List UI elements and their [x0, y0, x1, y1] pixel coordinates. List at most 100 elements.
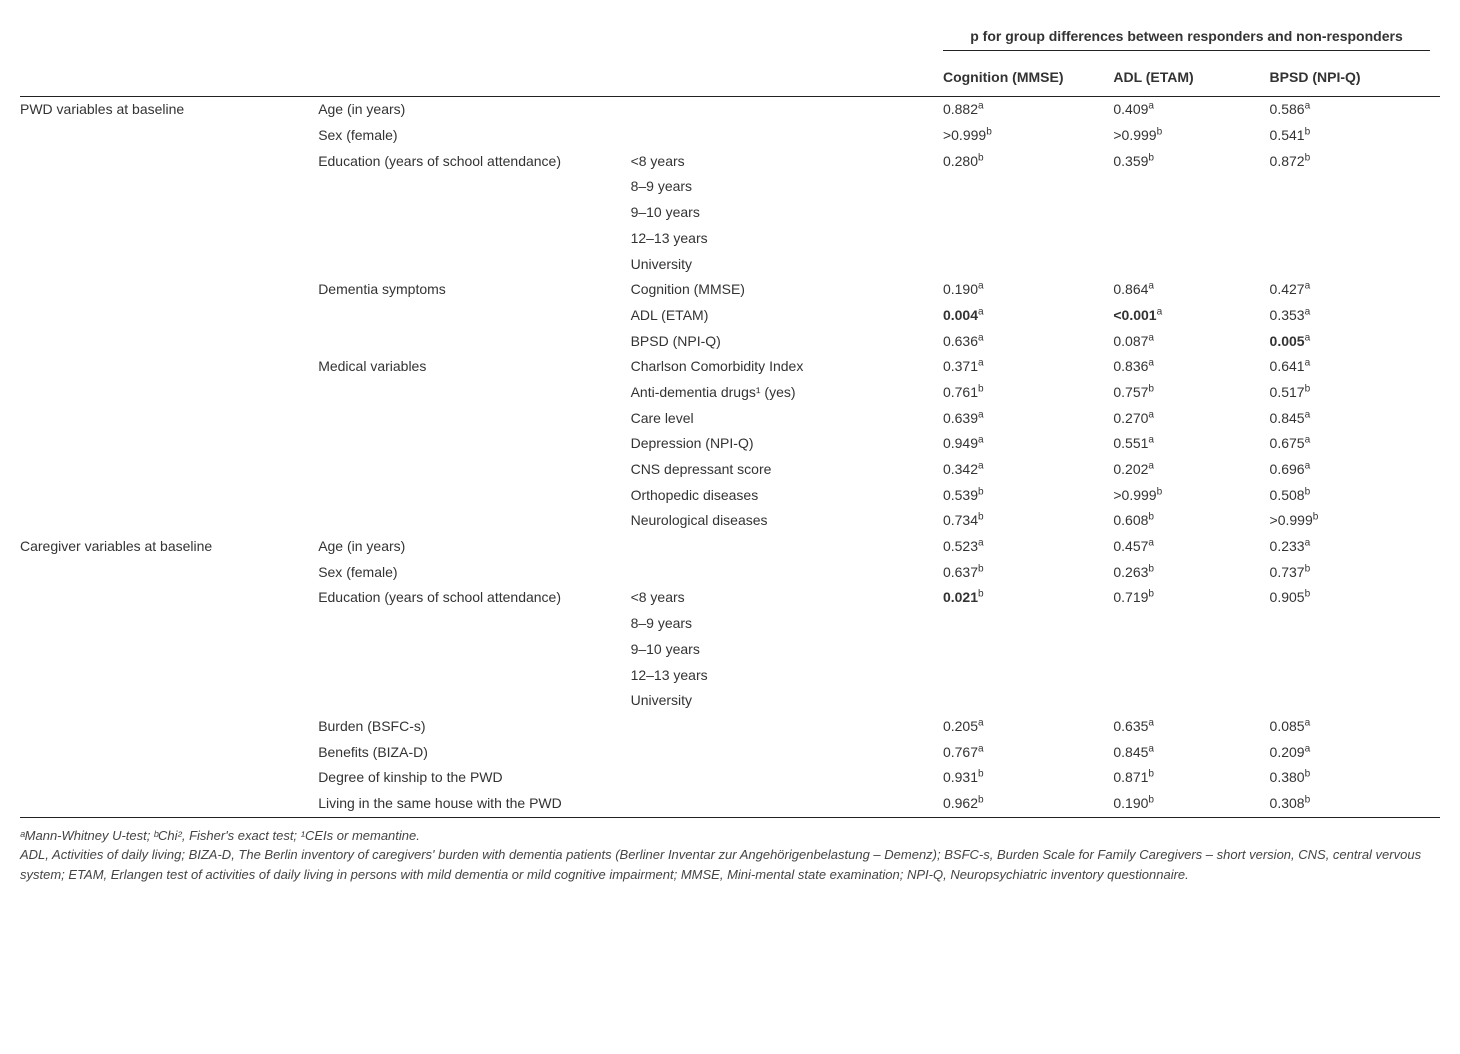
footnote-line: ᵃMann-Whitney U-test; ᵇChi², Fisher's ex… [20, 826, 1440, 846]
variable-cell: Degree of kinship to the PWD [318, 765, 630, 791]
variable-cell [318, 663, 630, 689]
table-row: Care level0.639a0.270a0.845a [20, 406, 1440, 432]
subcategory-cell [631, 765, 943, 791]
variable-cell [318, 252, 630, 278]
variable-cell [318, 303, 630, 329]
subcategory-cell: ADL (ETAM) [631, 303, 943, 329]
value-cell [1113, 663, 1269, 689]
value-cell [1113, 174, 1269, 200]
variable-cell [318, 457, 630, 483]
value-cell: 0.931b [943, 765, 1113, 791]
value-cell [1113, 200, 1269, 226]
value-cell: 0.308b [1270, 791, 1440, 817]
value-cell: 0.761b [943, 380, 1113, 406]
value-cell: 0.641a [1270, 354, 1440, 380]
section-label-cell [20, 380, 318, 406]
variable-cell: Sex (female) [318, 123, 630, 149]
table-row: 12–13 years [20, 663, 1440, 689]
spanner-rule [943, 50, 1430, 51]
section-label-cell [20, 406, 318, 432]
value-cell: 0.639a [943, 406, 1113, 432]
value-cell: 0.380b [1270, 765, 1440, 791]
value-cell: 0.636a [943, 329, 1113, 355]
subcategory-cell [631, 534, 943, 560]
value-cell: 0.734b [943, 508, 1113, 534]
value-cell: >0.999b [1113, 123, 1269, 149]
value-cell: 0.767a [943, 740, 1113, 766]
table-row: Education (years of school attendance)<8… [20, 585, 1440, 611]
value-cell [943, 611, 1113, 637]
subcategory-cell: 12–13 years [631, 226, 943, 252]
section-label-cell [20, 149, 318, 175]
table-row: Sex (female)0.637b0.263b0.737b [20, 560, 1440, 586]
value-cell: 0.190a [943, 277, 1113, 303]
header-spanner: p for group differences between responde… [943, 24, 1440, 59]
table-row: Benefits (BIZA-D)0.767a0.845a0.209a [20, 740, 1440, 766]
value-cell: 0.457a [1113, 534, 1269, 560]
value-cell: 0.737b [1270, 560, 1440, 586]
col-header-cognition: Cognition (MMSE) [943, 59, 1113, 97]
value-cell: 0.637b [943, 560, 1113, 586]
variable-cell [318, 483, 630, 509]
value-cell: >0.999b [1270, 508, 1440, 534]
value-cell: 0.539b [943, 483, 1113, 509]
subcategory-cell: Orthopedic diseases [631, 483, 943, 509]
variable-cell [318, 380, 630, 406]
value-cell: 0.359b [1113, 149, 1269, 175]
value-cell: 0.962b [943, 791, 1113, 817]
subcategory-cell: CNS depressant score [631, 457, 943, 483]
subcategory-cell [631, 791, 943, 817]
value-cell: 0.675a [1270, 431, 1440, 457]
table-row: Anti-dementia drugs¹ (yes)0.761b0.757b0.… [20, 380, 1440, 406]
variable-cell: Medical variables [318, 354, 630, 380]
subcategory-cell [631, 740, 943, 766]
value-cell: 0.949a [943, 431, 1113, 457]
value-cell: 0.872b [1270, 149, 1440, 175]
value-cell: 0.087a [1113, 329, 1269, 355]
table-row: 8–9 years [20, 611, 1440, 637]
variable-cell: Education (years of school attendance) [318, 149, 630, 175]
value-cell [943, 174, 1113, 200]
value-cell [943, 226, 1113, 252]
table-row: Medical variablesCharlson Comorbidity In… [20, 354, 1440, 380]
value-cell [1270, 688, 1440, 714]
value-cell: 0.882a [943, 97, 1113, 123]
table-row: 9–10 years [20, 637, 1440, 663]
statistics-table-wrap: p for group differences between responde… [20, 24, 1440, 884]
section-label-cell [20, 174, 318, 200]
variable-cell: Living in the same house with the PWD [318, 791, 630, 817]
value-cell: 0.635a [1113, 714, 1269, 740]
table-row: Dementia symptomsCognition (MMSE)0.190a0… [20, 277, 1440, 303]
variable-cell [318, 431, 630, 457]
table-row: Degree of kinship to the PWD0.931b0.871b… [20, 765, 1440, 791]
section-label-cell [20, 200, 318, 226]
variable-cell [318, 226, 630, 252]
table-body: PWD variables at baselineAge (in years)0… [20, 97, 1440, 817]
value-cell: 0.845a [1113, 740, 1269, 766]
value-cell [943, 663, 1113, 689]
value-cell: 0.004a [943, 303, 1113, 329]
table-row: University [20, 688, 1440, 714]
col-header-adl: ADL (ETAM) [1113, 59, 1269, 97]
value-cell: 0.508b [1270, 483, 1440, 509]
subcategory-cell: University [631, 252, 943, 278]
table-row: CNS depressant score0.342a0.202a0.696a [20, 457, 1440, 483]
section-label-cell [20, 611, 318, 637]
section-label-cell [20, 585, 318, 611]
variable-cell [318, 611, 630, 637]
variable-cell [318, 406, 630, 432]
table-footnotes: ᵃMann-Whitney U-test; ᵇChi², Fisher's ex… [20, 826, 1440, 885]
section-label-cell [20, 560, 318, 586]
variable-cell: Education (years of school attendance) [318, 585, 630, 611]
table-row: BPSD (NPI-Q)0.636a0.087a0.005a [20, 329, 1440, 355]
subcategory-cell: Cognition (MMSE) [631, 277, 943, 303]
subcategory-cell: 8–9 years [631, 174, 943, 200]
variable-cell [318, 508, 630, 534]
value-cell: 0.353a [1270, 303, 1440, 329]
section-label-cell [20, 252, 318, 278]
table-row: Neurological diseases0.734b0.608b>0.999b [20, 508, 1440, 534]
section-label-cell [20, 637, 318, 663]
value-cell: >0.999b [1113, 483, 1269, 509]
section-label-cell [20, 765, 318, 791]
section-label-cell [20, 303, 318, 329]
